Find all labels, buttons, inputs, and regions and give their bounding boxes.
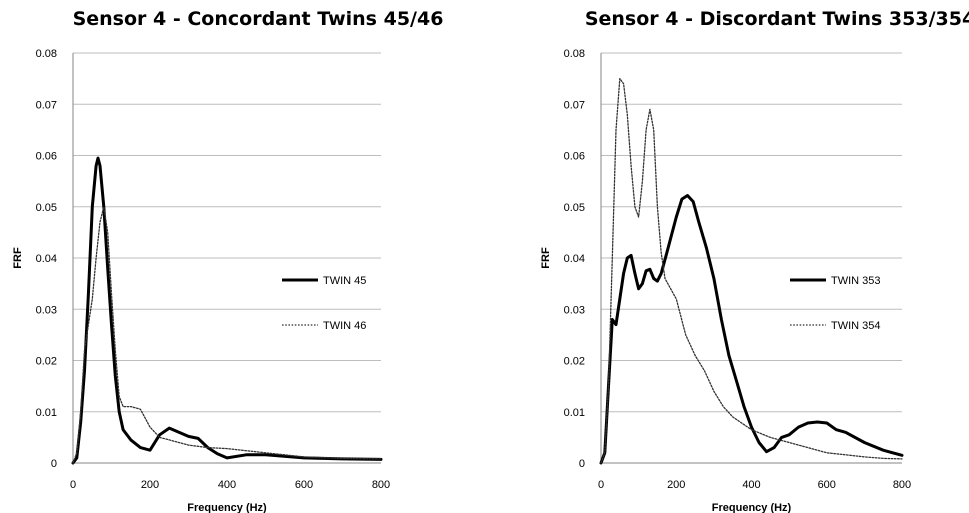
y-tick-label: 0.02 xyxy=(36,356,57,368)
y-tick-label: 0.02 xyxy=(564,356,585,368)
y-tick-label: 0 xyxy=(51,458,57,470)
x-axis-label: Frequency (Hz) xyxy=(712,502,792,513)
y-tick-label: 0.05 xyxy=(564,202,585,214)
legend-label: TWIN 46 xyxy=(323,320,366,332)
y-tick-label: 0.04 xyxy=(36,253,57,265)
series-line-twin-45 xyxy=(71,156,383,465)
x-axis-label: Frequency (Hz) xyxy=(187,502,267,513)
x-tick-label: 800 xyxy=(372,479,390,491)
x-tick-label: 600 xyxy=(295,479,313,491)
y-axis-label: FRF xyxy=(12,247,24,269)
legend-label: TWIN 353 xyxy=(831,275,881,287)
y-tick-label: 0.03 xyxy=(36,304,57,316)
y-tick-label: 0.06 xyxy=(36,151,57,163)
x-tick-label: 800 xyxy=(893,479,911,491)
y-tick-label: 0.07 xyxy=(564,99,585,111)
y-tick-label: 0.01 xyxy=(564,407,585,419)
x-tick-label: 200 xyxy=(141,479,159,491)
chart-title: Sensor 4 - Discordant Twins 353/354 xyxy=(585,8,969,30)
y-tick-label: 0.04 xyxy=(564,253,585,265)
y-tick-label: 0.05 xyxy=(36,202,57,214)
chart-panel-1: Sensor 4 - Concordant Twins 45/46 0 0.01 0.… xyxy=(12,8,443,513)
series-line-twin-354 xyxy=(600,77,903,464)
y-tick-label: 0.06 xyxy=(564,151,585,163)
y-tick-label: 0.07 xyxy=(36,99,57,111)
x-tick-label: 400 xyxy=(742,479,760,491)
x-tick-label: 0 xyxy=(598,479,604,491)
series-line-twin-46 xyxy=(72,206,382,464)
y-tick-label: 0 xyxy=(579,458,585,470)
y-axis-label: FRF xyxy=(540,247,552,269)
y-tick-label: 0.08 xyxy=(564,48,585,60)
series-line-twin-353 xyxy=(599,194,904,465)
chart-panel-2: Sensor 4 - Discordant Twins 353/354 0 0.01… xyxy=(540,8,969,513)
x-tick-label: 200 xyxy=(667,479,685,491)
y-tick-label: 0.01 xyxy=(36,407,57,419)
chart-title: Sensor 4 - Concordant Twins 45/46 xyxy=(73,8,444,30)
legend-label: TWIN 45 xyxy=(323,275,366,287)
x-tick-label: 600 xyxy=(818,479,836,491)
x-tick-label: 0 xyxy=(70,479,76,491)
y-tick-label: 0.03 xyxy=(564,304,585,316)
y-tick-label: 0.08 xyxy=(36,48,57,60)
legend-label: TWIN 354 xyxy=(831,320,881,332)
x-tick-label: 400 xyxy=(218,479,236,491)
